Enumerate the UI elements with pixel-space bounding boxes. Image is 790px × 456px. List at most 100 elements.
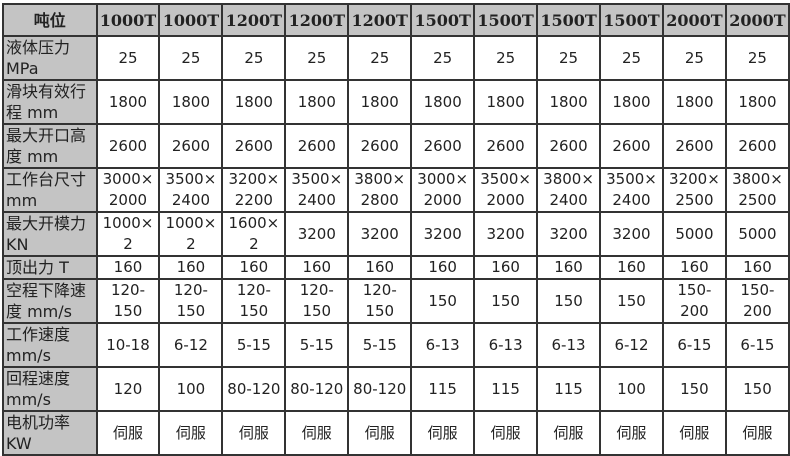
table-cell: 1800 bbox=[284, 79, 350, 125]
table-cell: 6-13 bbox=[536, 322, 602, 368]
table-cell: 伺服 bbox=[284, 410, 350, 456]
column-header: 1200T bbox=[347, 3, 413, 37]
table-cell: 6-13 bbox=[410, 322, 476, 368]
table-cell: 3200 bbox=[473, 211, 539, 257]
table-cell: 1800 bbox=[536, 79, 602, 125]
table-cell: 160 bbox=[95, 255, 161, 280]
table-cell: 160 bbox=[347, 255, 413, 280]
table-cell: 5000 bbox=[724, 211, 790, 257]
table-cell: 3500× 2400 bbox=[599, 167, 664, 213]
row-label: 液体压力 MPa bbox=[2, 35, 98, 81]
table-cell: 1800 bbox=[410, 79, 476, 125]
table-cell: 1800 bbox=[158, 79, 224, 125]
table-cell: 120- 150 bbox=[95, 278, 161, 324]
header-label: 吨位 bbox=[2, 3, 98, 37]
table-cell: 1800 bbox=[661, 79, 727, 125]
table-cell: 5000 bbox=[661, 211, 727, 257]
table-cell: 115 bbox=[536, 366, 602, 412]
table-cell: 160 bbox=[599, 255, 664, 280]
table-cell: 2600 bbox=[536, 123, 602, 169]
table-row: 最大开口高 度 mm 2600 2600 2600 2600 2600 2600 2600 26… bbox=[2, 123, 790, 169]
table-cell: 2600 bbox=[95, 123, 161, 169]
table-row: 液体压力 MPa 25 25 25 25 25 25 25 25 25 25 25 bbox=[2, 35, 790, 81]
table-cell: 3000× 2000 bbox=[410, 167, 476, 213]
table-cell: 25 bbox=[536, 35, 602, 81]
table-cell: 160 bbox=[724, 255, 790, 280]
table-cell: 160 bbox=[221, 255, 287, 280]
table-cell: 2600 bbox=[661, 123, 727, 169]
column-header: 2000T bbox=[724, 3, 790, 37]
table-cell: 伺服 bbox=[536, 410, 602, 456]
row-label: 空程下降速 度 mm/s bbox=[2, 278, 98, 324]
table-cell: 80-120 bbox=[347, 366, 413, 412]
table-row: 电机功率 KW 伺服 伺服 伺服 伺服 伺服 伺服 伺服 伺服 伺服 伺服 伺服 bbox=[2, 410, 790, 456]
table-cell: 3200 bbox=[599, 211, 664, 257]
table-cell: 5-15 bbox=[221, 322, 287, 368]
column-header: 1500T bbox=[599, 3, 664, 37]
table-cell: 伺服 bbox=[221, 410, 287, 456]
table-cell: 2600 bbox=[284, 123, 350, 169]
row-label: 滑块有效行 程 mm bbox=[2, 79, 98, 125]
table-cell: 2600 bbox=[473, 123, 539, 169]
table-cell: 25 bbox=[158, 35, 224, 81]
table-cell: 25 bbox=[347, 35, 413, 81]
column-header: 1500T bbox=[410, 3, 476, 37]
table-cell: 120- 150 bbox=[221, 278, 287, 324]
table-cell: 6-13 bbox=[473, 322, 539, 368]
table-cell: 150 bbox=[410, 278, 476, 324]
table-cell: 2600 bbox=[347, 123, 413, 169]
table-cell: 160 bbox=[410, 255, 476, 280]
table-cell: 3500× 2400 bbox=[284, 167, 350, 213]
table-cell: 伺服 bbox=[410, 410, 476, 456]
table-cell: 160 bbox=[473, 255, 539, 280]
table-cell: 3200 bbox=[284, 211, 350, 257]
table-cell: 150- 200 bbox=[661, 278, 727, 324]
table-row: 回程速度 mm/s 120 100 80-120 80-120 80-120 115 115 1… bbox=[2, 366, 790, 412]
table-cell: 160 bbox=[284, 255, 350, 280]
table-cell: 2600 bbox=[724, 123, 790, 169]
table-cell: 25 bbox=[95, 35, 161, 81]
table-cell: 2600 bbox=[221, 123, 287, 169]
table-cell: 伺服 bbox=[158, 410, 224, 456]
table-cell: 160 bbox=[536, 255, 602, 280]
table-cell: 150 bbox=[536, 278, 602, 324]
table-cell: 150- 200 bbox=[724, 278, 790, 324]
table-cell: 25 bbox=[599, 35, 664, 81]
table-cell: 120 bbox=[95, 366, 161, 412]
table-cell: 3800× 2400 bbox=[536, 167, 602, 213]
table-cell: 3200× 2500 bbox=[661, 167, 727, 213]
table-cell: 6-12 bbox=[599, 322, 664, 368]
table-cell: 1000× 2 bbox=[158, 211, 224, 257]
table-cell: 伺服 bbox=[599, 410, 664, 456]
table-cell: 3200 bbox=[347, 211, 413, 257]
table-cell: 150 bbox=[599, 278, 664, 324]
table-cell: 3800× 2500 bbox=[724, 167, 790, 213]
table-cell: 伺服 bbox=[473, 410, 539, 456]
table-cell: 3000× 2000 bbox=[95, 167, 161, 213]
table-cell: 25 bbox=[410, 35, 476, 81]
table-row: 滑块有效行 程 mm 1800 1800 1800 1800 1800 1800 1800 18… bbox=[2, 79, 790, 125]
table-cell: 伺服 bbox=[724, 410, 790, 456]
table-cell: 5-15 bbox=[347, 322, 413, 368]
table-cell: 25 bbox=[724, 35, 790, 81]
header-row: 吨位 1000T 1000T 1200T 1200T 1200T 1500T 1500T 15… bbox=[2, 3, 790, 37]
table-cell: 150 bbox=[473, 278, 539, 324]
table-cell: 1800 bbox=[724, 79, 790, 125]
row-label: 最大开模力 KN bbox=[2, 211, 98, 257]
table-cell: 120- 150 bbox=[284, 278, 350, 324]
table-row: 最大开模力 KN 1000× 2 1000× 2 1600× 2 3200 3200 320… bbox=[2, 211, 790, 257]
column-header: 1000T bbox=[158, 3, 224, 37]
table-cell: 3200 bbox=[536, 211, 602, 257]
table-cell: 伺服 bbox=[661, 410, 727, 456]
table-row: 工作台尺寸 mm 3000× 2000 3500× 2400 3200× 2200 35… bbox=[2, 167, 790, 213]
table-cell: 3200× 2200 bbox=[221, 167, 287, 213]
table-cell: 160 bbox=[158, 255, 224, 280]
table-cell: 3500× 2400 bbox=[158, 167, 224, 213]
table-cell: 6-15 bbox=[661, 322, 727, 368]
table-cell: 1800 bbox=[221, 79, 287, 125]
table-cell: 120- 150 bbox=[158, 278, 224, 324]
table-cell: 2600 bbox=[599, 123, 664, 169]
table-cell: 10-18 bbox=[95, 322, 161, 368]
table-cell: 6-15 bbox=[724, 322, 790, 368]
row-label: 工作速度 mm/s bbox=[2, 322, 98, 368]
